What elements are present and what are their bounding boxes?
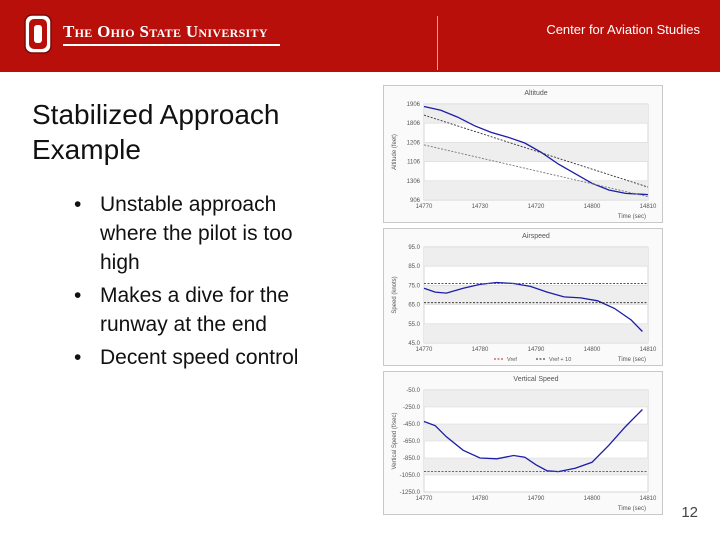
y-tick-label: 45.0: [408, 341, 420, 347]
bullet-line: Decent speed control: [100, 346, 299, 369]
chart-title: Airspeed: [522, 233, 550, 240]
header-divider: [437, 16, 438, 70]
x-tick-label: 14720: [528, 204, 545, 210]
x-axis-label: Time (sec): [618, 214, 646, 220]
bullet-line: runway at the end: [100, 313, 267, 336]
y-tick-label: 1206: [407, 140, 421, 146]
y-tick-label: 1306: [407, 179, 421, 185]
y-axis-label: Vertical Speed (f/sec): [392, 412, 398, 469]
x-tick-label: 14810: [640, 204, 657, 210]
airspeed-chart: 95.0 85.0 75.0 65.0 55.0 45.0 14770 14780 14790 1…: [383, 228, 663, 366]
bullet-item: Decent speed control: [72, 343, 362, 372]
grid-band: [424, 104, 648, 124]
y-tick-label: 65.0: [408, 303, 420, 309]
y-tick-label: 1806: [407, 121, 421, 127]
slide-title-line1: Stabilized Approach: [32, 99, 280, 130]
y-tick-label: 95.0: [408, 245, 420, 251]
y-tick-label: -1250.0: [400, 490, 421, 496]
vertical-speed-chart-svg: -50.0 -250.0 -450.0 -650.0 -850.0 -1050.0 -125…: [392, 376, 657, 512]
x-tick-label: 14770: [416, 496, 433, 502]
x-tick-label: 14770: [416, 204, 433, 210]
y-tick-label: 1906: [407, 102, 421, 108]
x-tick-label: 14730: [472, 204, 489, 210]
bullet-line: Unstable approach: [100, 193, 277, 216]
x-tick-label: 14800: [584, 496, 601, 502]
bullet-line: high: [100, 251, 140, 274]
y-tick-label: -450.0: [403, 422, 421, 428]
grid-band: [424, 323, 648, 343]
legend-label: Vref + 10: [549, 357, 571, 363]
university-name: The Ohio State University: [63, 22, 268, 41]
slide-title: Stabilized Approach Example: [32, 97, 280, 167]
grid-band: [424, 390, 648, 407]
page-number: 12: [681, 504, 698, 521]
grid-band: [424, 180, 648, 200]
grid-band: [424, 458, 648, 475]
x-tick-label: 14810: [640, 347, 657, 353]
y-tick-label: -1050.0: [400, 473, 421, 479]
y-axis-label: Altitude (feet): [392, 134, 398, 170]
data-series-line: [423, 409, 643, 473]
x-axis-label: Time (sec): [618, 506, 646, 512]
grid-band: [424, 424, 648, 441]
grid-band: [424, 247, 648, 267]
legend-label: Vref: [507, 357, 517, 363]
grid-band: [424, 142, 648, 162]
y-tick-label: -50.0: [406, 388, 420, 394]
bullet-list: Unstable approach where the pilot is too…: [72, 190, 362, 376]
slide-title-line2: Example: [32, 134, 141, 165]
altitude-chart: 1906 1806 1206 1106 1306 906 14770 14730 14720 14…: [383, 85, 663, 223]
y-axis-label: Speed (knots): [392, 276, 398, 313]
vertical-speed-chart: -50.0 -250.0 -450.0 -650.0 -850.0 -1050.0 -125…: [383, 371, 663, 515]
x-tick-label: 14770: [416, 347, 433, 353]
x-tick-label: 14780: [472, 496, 489, 502]
x-tick-label: 14800: [584, 347, 601, 353]
y-tick-label: -850.0: [403, 456, 421, 462]
data-series-line: [423, 281, 643, 332]
center-name: Center for Aviation Studies: [546, 22, 700, 37]
x-tick-label: 14790: [528, 496, 545, 502]
chart-title: Vertical Speed: [513, 376, 558, 383]
reference-line: [423, 114, 649, 188]
y-tick-label: 1106: [407, 160, 421, 166]
bullet-line: where the pilot is too: [100, 222, 293, 245]
y-tick-label: 75.0: [408, 283, 420, 289]
bullet-item: Unstable approach where the pilot is too…: [72, 190, 362, 277]
x-axis-label: Time (sec): [618, 357, 646, 363]
x-tick-label: 14810: [640, 496, 657, 502]
x-tick-label: 14800: [584, 204, 601, 210]
chart-title: Altitude: [524, 90, 547, 97]
y-tick-label: -650.0: [403, 439, 421, 445]
bullet-line: Makes a dive for the: [100, 284, 290, 307]
bullet-item: Makes a dive for the runway at the end: [72, 281, 362, 339]
y-tick-label: 85.0: [408, 264, 420, 270]
y-tick-label: 906: [410, 198, 421, 204]
header-bar: The Ohio State University Center for Avi…: [0, 0, 720, 72]
y-tick-label: -250.0: [403, 405, 421, 411]
university-underline: [63, 44, 280, 46]
y-tick-label: 55.0: [408, 322, 420, 328]
x-tick-label: 14780: [472, 347, 489, 353]
x-tick-label: 14790: [528, 347, 545, 353]
osu-logo-icon: [24, 14, 52, 54]
